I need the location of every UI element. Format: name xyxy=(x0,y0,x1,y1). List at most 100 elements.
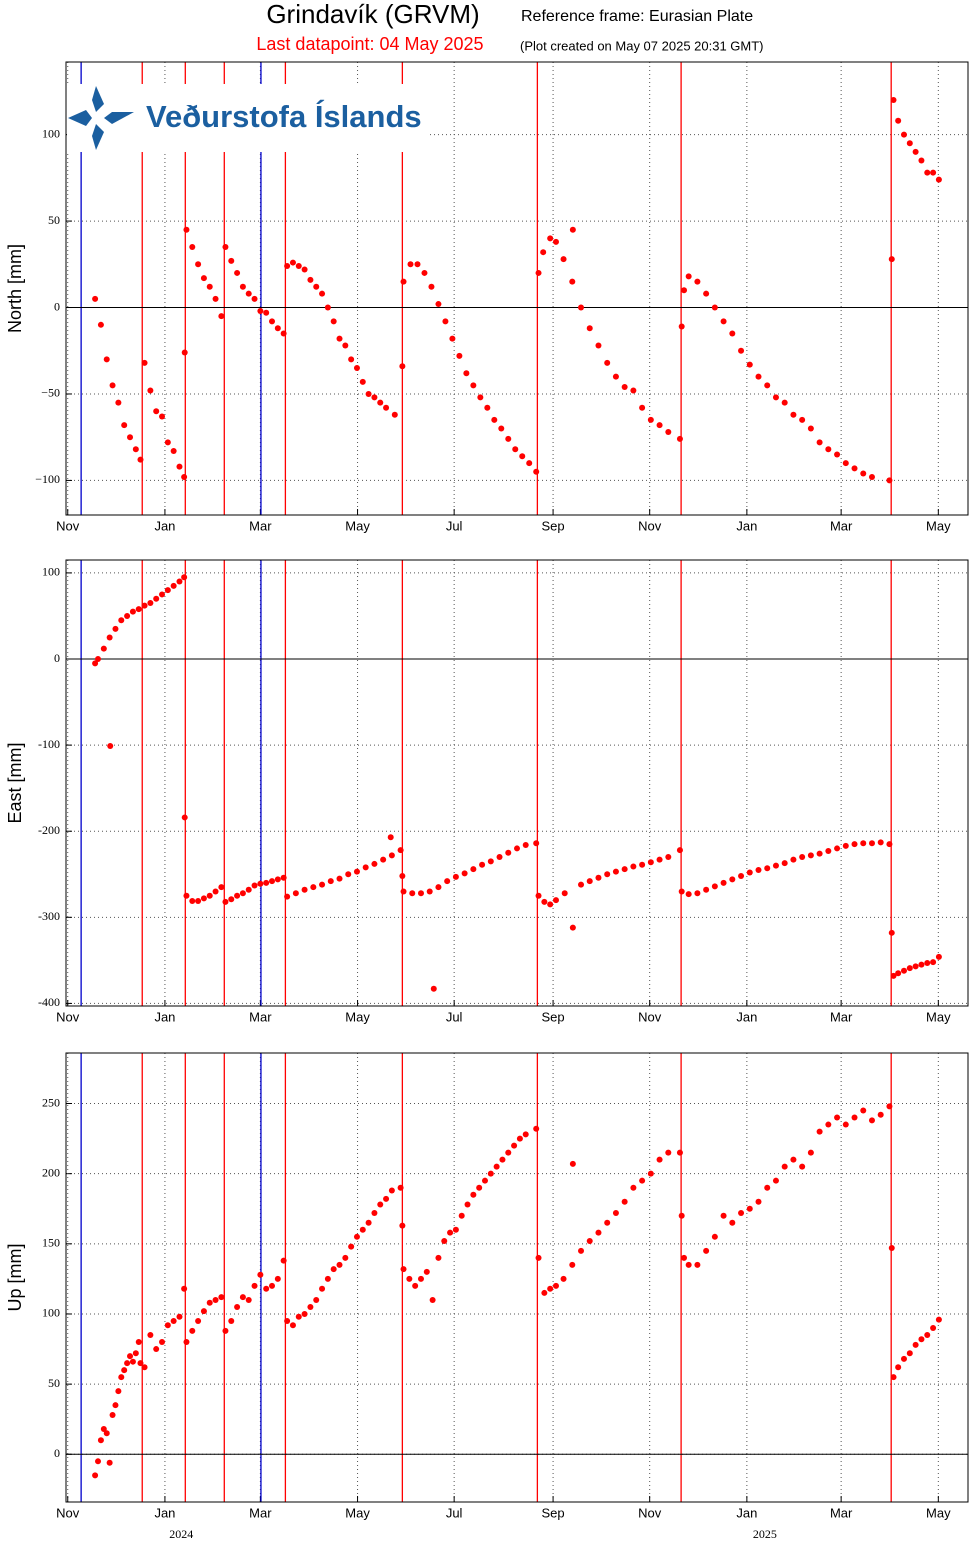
data-point xyxy=(505,435,512,442)
data-point xyxy=(895,1364,902,1371)
data-point xyxy=(400,1266,407,1273)
data-point xyxy=(764,382,771,389)
data-point xyxy=(183,1339,190,1346)
y-tick-label: -200 xyxy=(38,823,60,837)
data-point xyxy=(639,404,646,411)
data-point xyxy=(586,878,593,885)
data-point xyxy=(834,845,841,852)
data-point xyxy=(181,814,188,821)
data-point xyxy=(195,897,202,904)
data-point xyxy=(377,399,384,406)
panels: −100 −50 0 50 100 Nov Jan Mar May Jul Sep Nov Jan Mar… xyxy=(5,61,969,1541)
data-point xyxy=(924,169,931,176)
data-point xyxy=(665,1149,672,1156)
data-point xyxy=(720,318,727,325)
data-point xyxy=(97,1437,104,1444)
data-point xyxy=(560,256,567,263)
data-point xyxy=(790,1156,797,1163)
data-point xyxy=(930,169,937,176)
data-point xyxy=(295,263,302,270)
data-point xyxy=(481,1177,488,1184)
data-point xyxy=(129,1358,136,1365)
x-tick-label: Jul xyxy=(446,1505,463,1520)
data-point xyxy=(470,866,477,873)
data-point xyxy=(407,261,414,268)
data-point xyxy=(729,876,736,883)
data-point xyxy=(924,1332,931,1339)
data-point xyxy=(115,399,122,406)
y-tick-label: 0 xyxy=(54,651,60,665)
data-point xyxy=(159,413,166,420)
data-point xyxy=(429,1296,436,1303)
data-point xyxy=(890,97,897,104)
data-point xyxy=(430,985,437,992)
data-point xyxy=(516,1135,523,1142)
data-point xyxy=(463,370,470,377)
data-point xyxy=(764,1184,771,1191)
data-point xyxy=(239,1294,246,1301)
data-point xyxy=(212,888,219,895)
data-point xyxy=(755,866,762,873)
data-point xyxy=(895,117,902,124)
data-point xyxy=(100,1426,107,1433)
data-point xyxy=(860,840,867,847)
points xyxy=(92,97,942,484)
data-point xyxy=(147,600,154,607)
data-point xyxy=(816,439,823,446)
data-point xyxy=(380,856,387,863)
logo-arrow xyxy=(92,124,104,150)
data-point xyxy=(115,1388,122,1395)
data-point xyxy=(365,1219,372,1226)
data-point xyxy=(746,869,753,876)
data-point xyxy=(900,1355,907,1362)
data-point xyxy=(569,1261,576,1268)
data-point xyxy=(456,352,463,359)
data-point xyxy=(514,845,520,852)
data-point xyxy=(348,356,355,363)
data-point xyxy=(257,1271,264,1278)
data-point xyxy=(371,1209,378,1216)
data-point xyxy=(289,1322,296,1329)
data-point xyxy=(348,1243,355,1250)
data-point xyxy=(535,1254,542,1261)
data-point xyxy=(222,244,229,251)
data-point xyxy=(461,870,468,877)
x-tick-label: Nov xyxy=(56,1505,80,1520)
data-point xyxy=(685,273,692,280)
data-point xyxy=(412,1282,419,1289)
data-point xyxy=(442,318,449,325)
data-point xyxy=(170,448,177,455)
data-point xyxy=(121,422,128,429)
y-tick-label: 50 xyxy=(48,1376,60,1390)
data-point xyxy=(491,416,498,423)
y-axis-label: Up [mm] xyxy=(5,1243,25,1311)
data-point xyxy=(493,1163,500,1170)
data-point xyxy=(147,1332,154,1339)
axes-frame xyxy=(65,559,969,1007)
data-point xyxy=(764,865,771,872)
data-point xyxy=(505,849,512,856)
y-tick-label: −50 xyxy=(41,386,60,400)
data-point xyxy=(906,965,913,972)
x-tick-label: Sep xyxy=(542,518,565,533)
data-point xyxy=(535,892,542,899)
data-point xyxy=(612,1209,619,1216)
data-point xyxy=(263,1285,270,1292)
data-point xyxy=(595,342,602,349)
data-point xyxy=(212,1296,219,1303)
data-point xyxy=(324,1275,331,1282)
data-point xyxy=(604,871,611,878)
data-point xyxy=(470,382,477,389)
data-point xyxy=(399,1222,406,1229)
data-point xyxy=(132,1350,139,1357)
data-point xyxy=(176,1313,183,1320)
data-point xyxy=(676,435,683,442)
data-point xyxy=(685,1261,692,1268)
data-point xyxy=(181,349,188,356)
data-point xyxy=(476,1184,483,1191)
data-point xyxy=(499,1156,506,1163)
data-point xyxy=(477,394,484,401)
data-point xyxy=(106,634,113,641)
data-point xyxy=(234,892,241,899)
data-point xyxy=(834,1114,841,1121)
